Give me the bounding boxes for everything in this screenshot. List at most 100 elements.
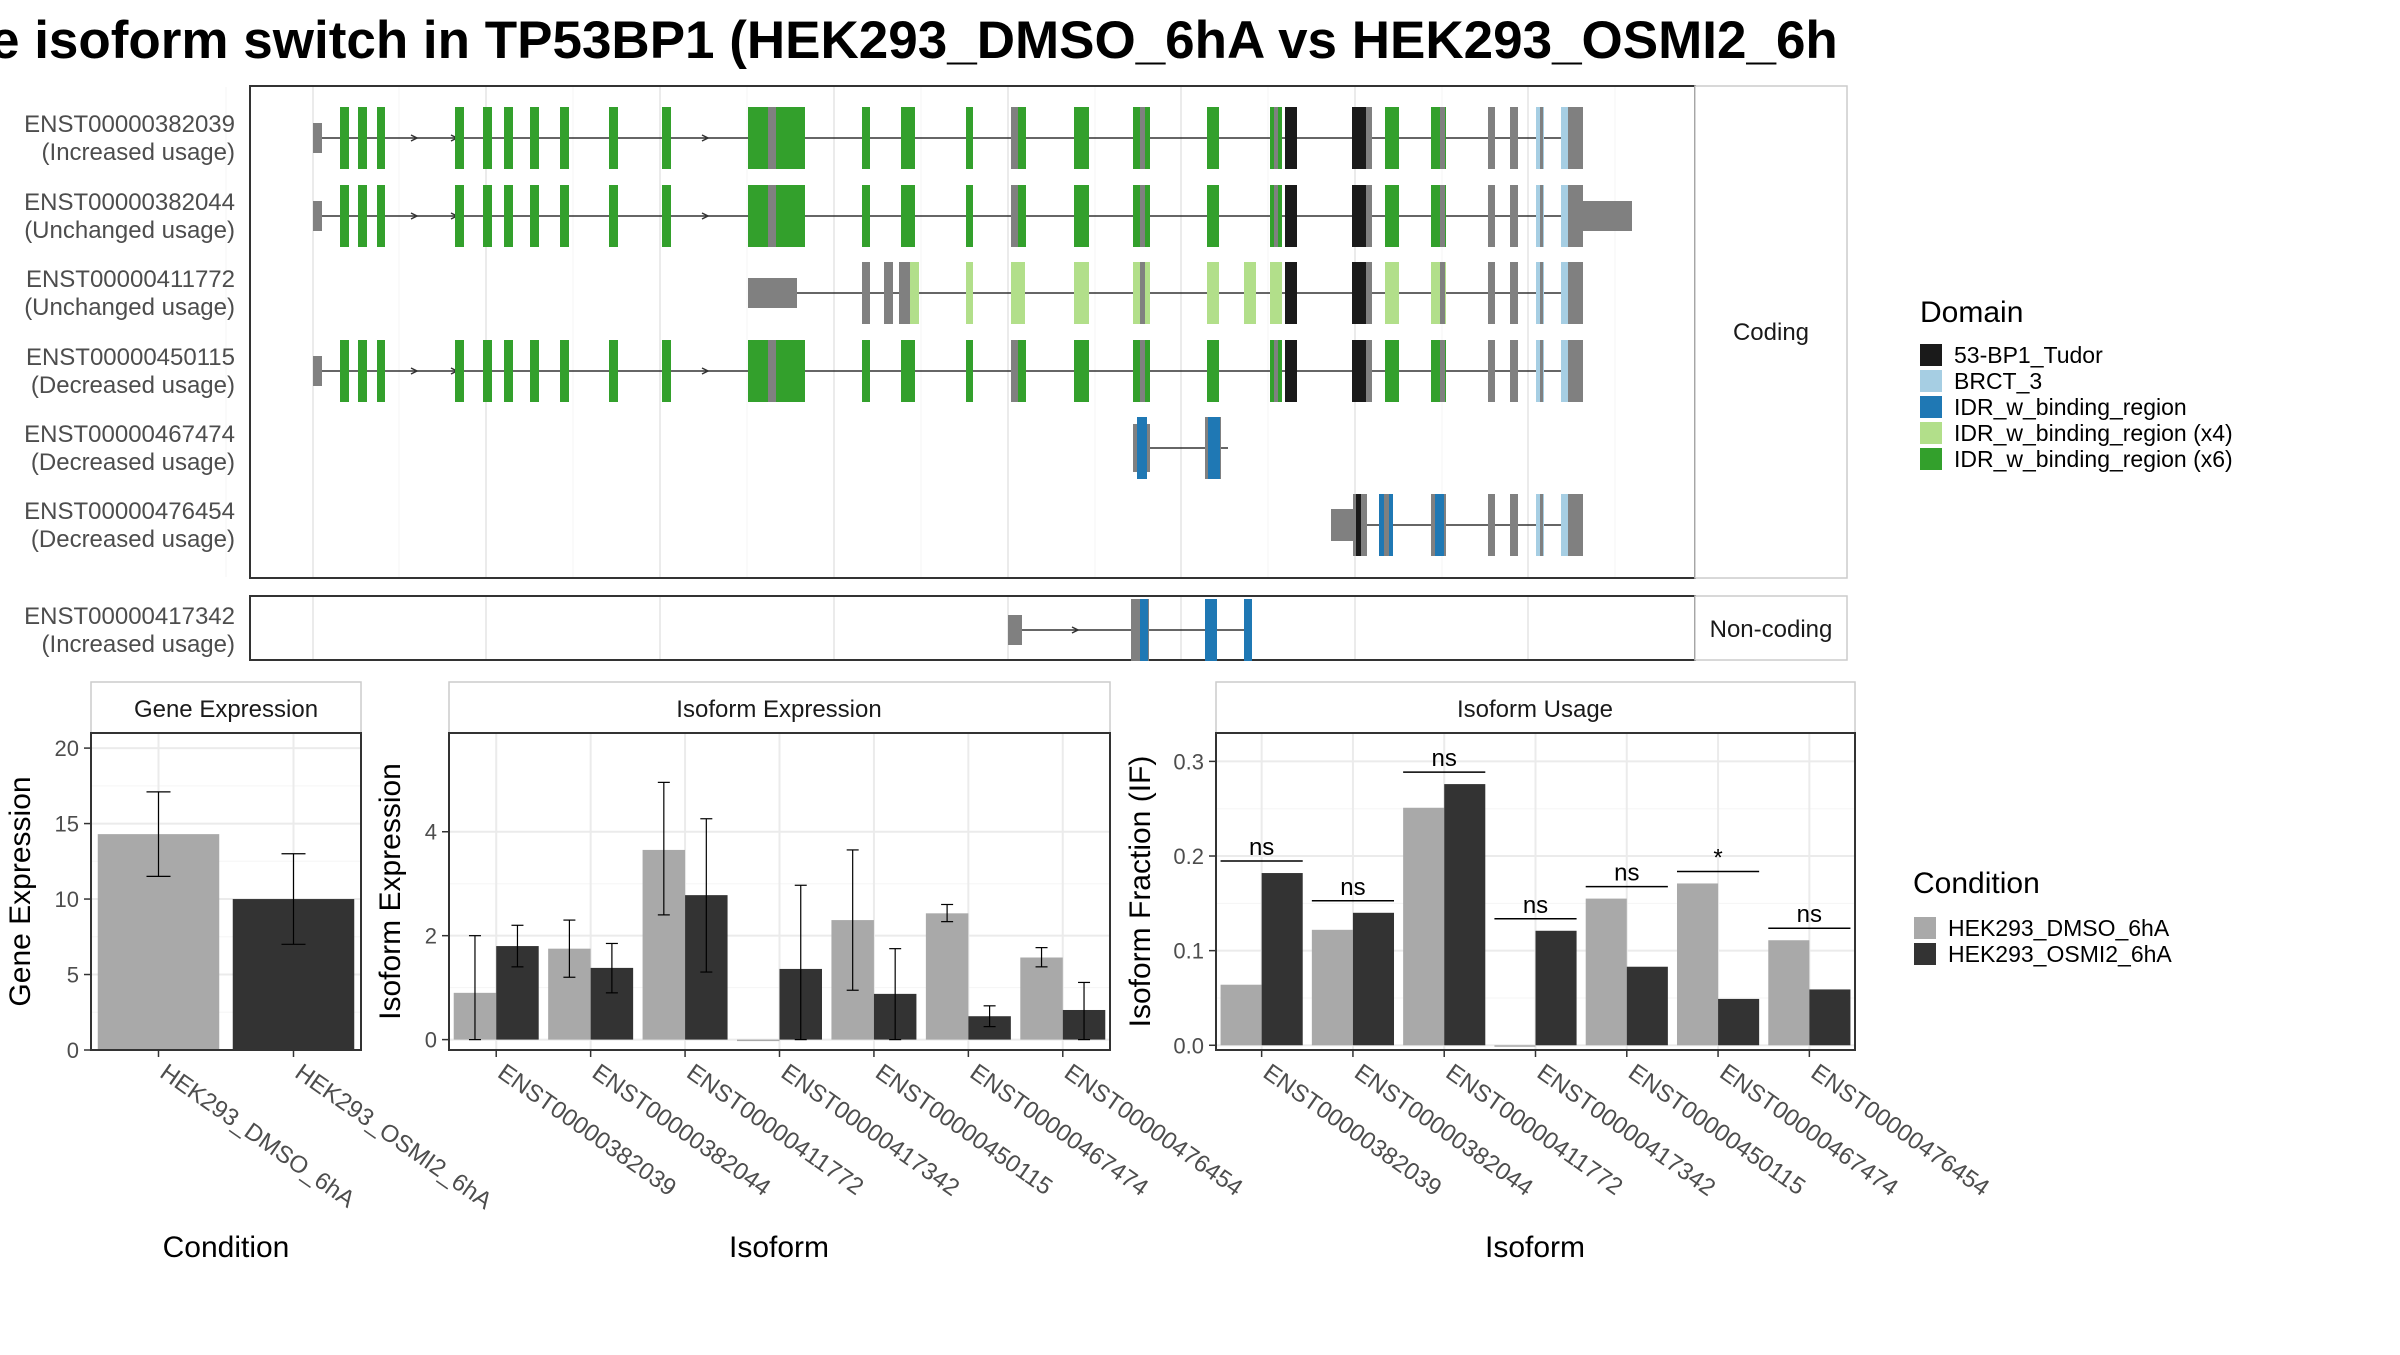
exon-block [1573, 494, 1583, 556]
y-tick-label: 0.3 [1173, 749, 1204, 774]
exon-block [862, 107, 870, 169]
transcript-id-label: ENST00000382039 [24, 111, 235, 138]
y-tick-label: 10 [55, 887, 79, 912]
exon-block [748, 107, 768, 169]
exon-block [340, 107, 349, 169]
y-tick-label: 0.0 [1173, 1033, 1204, 1058]
y-tick-label: 0 [425, 1028, 437, 1053]
exon-block [609, 185, 618, 247]
transcript-track [1331, 494, 1583, 556]
exon-block [966, 107, 973, 169]
exon-block [748, 185, 768, 247]
exon-block [377, 185, 385, 247]
y-tick-label: 15 [55, 812, 79, 837]
transcript-id-label: ENST00000467474 [24, 421, 235, 448]
exon-block [377, 107, 385, 169]
exon-block [1510, 340, 1518, 402]
transcript-usage-label: (Unchanged usage) [24, 294, 235, 321]
exon-block [899, 262, 907, 324]
chart-border [90, 732, 362, 1051]
exon-block [358, 107, 367, 169]
structure-grid [225, 87, 1616, 659]
domain-legend-label: IDR_w_binding_region (x6) [1954, 446, 2233, 472]
exon-block [1435, 494, 1444, 556]
exon-block [1385, 340, 1399, 402]
exon-block [1385, 185, 1399, 247]
exon-block [1074, 340, 1089, 402]
coding-strip-label: Coding [1733, 319, 1809, 346]
exon-block [1352, 107, 1366, 169]
exon-block [1440, 340, 1445, 402]
transcript-track [313, 185, 1632, 247]
exon-block [455, 107, 464, 169]
exon-block [1540, 340, 1543, 402]
exon-block [1488, 262, 1495, 324]
bar [1809, 989, 1851, 1046]
exon-block [1011, 262, 1025, 324]
exon-block [795, 107, 805, 169]
y-tick-label: 4 [425, 820, 437, 845]
bar [1352, 912, 1395, 1046]
exon-block [1207, 185, 1219, 247]
exon-block [1018, 107, 1026, 169]
exon-block [1540, 494, 1543, 556]
exon-block [358, 340, 367, 402]
condition-legend-title: Condition [1913, 867, 2040, 900]
exon-block [1207, 262, 1219, 324]
significance-label: ns [1432, 745, 1457, 772]
exon-block [1205, 599, 1217, 661]
condition-legend-swatch [1914, 917, 1936, 939]
exon-block [340, 185, 349, 247]
bar [968, 1016, 1011, 1040]
significance-label: * [1713, 844, 1722, 871]
exon-block [1274, 107, 1278, 169]
exon-block [1285, 262, 1297, 324]
figure-title: e isoform switch in TP53BP1 (HEK293_DMSO… [0, 11, 1838, 70]
domain-legend-swatch [1920, 448, 1942, 470]
exon-block [768, 185, 776, 247]
exon-block [768, 107, 776, 169]
strand-arrow [1071, 626, 1080, 634]
strand-arrow [701, 134, 710, 142]
transcript-id-label: ENST00000450115 [26, 344, 235, 371]
exon-block [748, 340, 768, 402]
exon-block [504, 185, 513, 247]
transcript-id-label: ENST00000382044 [24, 189, 235, 216]
exon-block [1384, 494, 1389, 556]
exon-block [1440, 107, 1445, 169]
exon-block [483, 185, 492, 247]
y-tick-label: 20 [55, 736, 79, 761]
exon-block [910, 262, 919, 324]
bar [1718, 998, 1760, 1046]
condition-legend-swatch [1914, 943, 1936, 965]
exon-block [483, 340, 492, 402]
exon-block [1352, 340, 1366, 402]
exon-block [1207, 107, 1219, 169]
y-tick-label: 2 [425, 924, 437, 949]
chart-strip [90, 681, 362, 734]
bar [1768, 940, 1810, 1046]
transcript-id-label: ENST00000417342 [24, 603, 235, 630]
exon-block [1510, 262, 1518, 324]
condition-legend-label: HEK293_DMSO_6hA [1948, 915, 2170, 941]
exon-block [1356, 494, 1361, 556]
transcript-usage-label: (Increased usage) [42, 139, 235, 166]
chart-strip [1215, 681, 1856, 734]
domain-legend-label: IDR_w_binding_region (x4) [1954, 420, 2233, 446]
exon-block [1488, 340, 1495, 402]
exon-block [313, 356, 322, 386]
domain-legend-label: 53-BP1_Tudor [1954, 342, 2103, 368]
exon-block [1540, 107, 1543, 169]
exon-block [560, 185, 569, 247]
exon-block [662, 340, 671, 402]
bar-chart-panel: Gene Expression05101520HEK293_DMSO_6hAHE… [4, 681, 497, 1264]
exon-block [966, 262, 973, 324]
exon-block [609, 340, 618, 402]
bar [1626, 966, 1668, 1046]
exon-block [1140, 185, 1145, 247]
noncoding-panel-border [249, 595, 1696, 661]
exon-block [377, 340, 385, 402]
exon-block [1074, 185, 1089, 247]
transcript-id-label: ENST00000411772 [26, 266, 235, 293]
exon-block [1488, 107, 1495, 169]
